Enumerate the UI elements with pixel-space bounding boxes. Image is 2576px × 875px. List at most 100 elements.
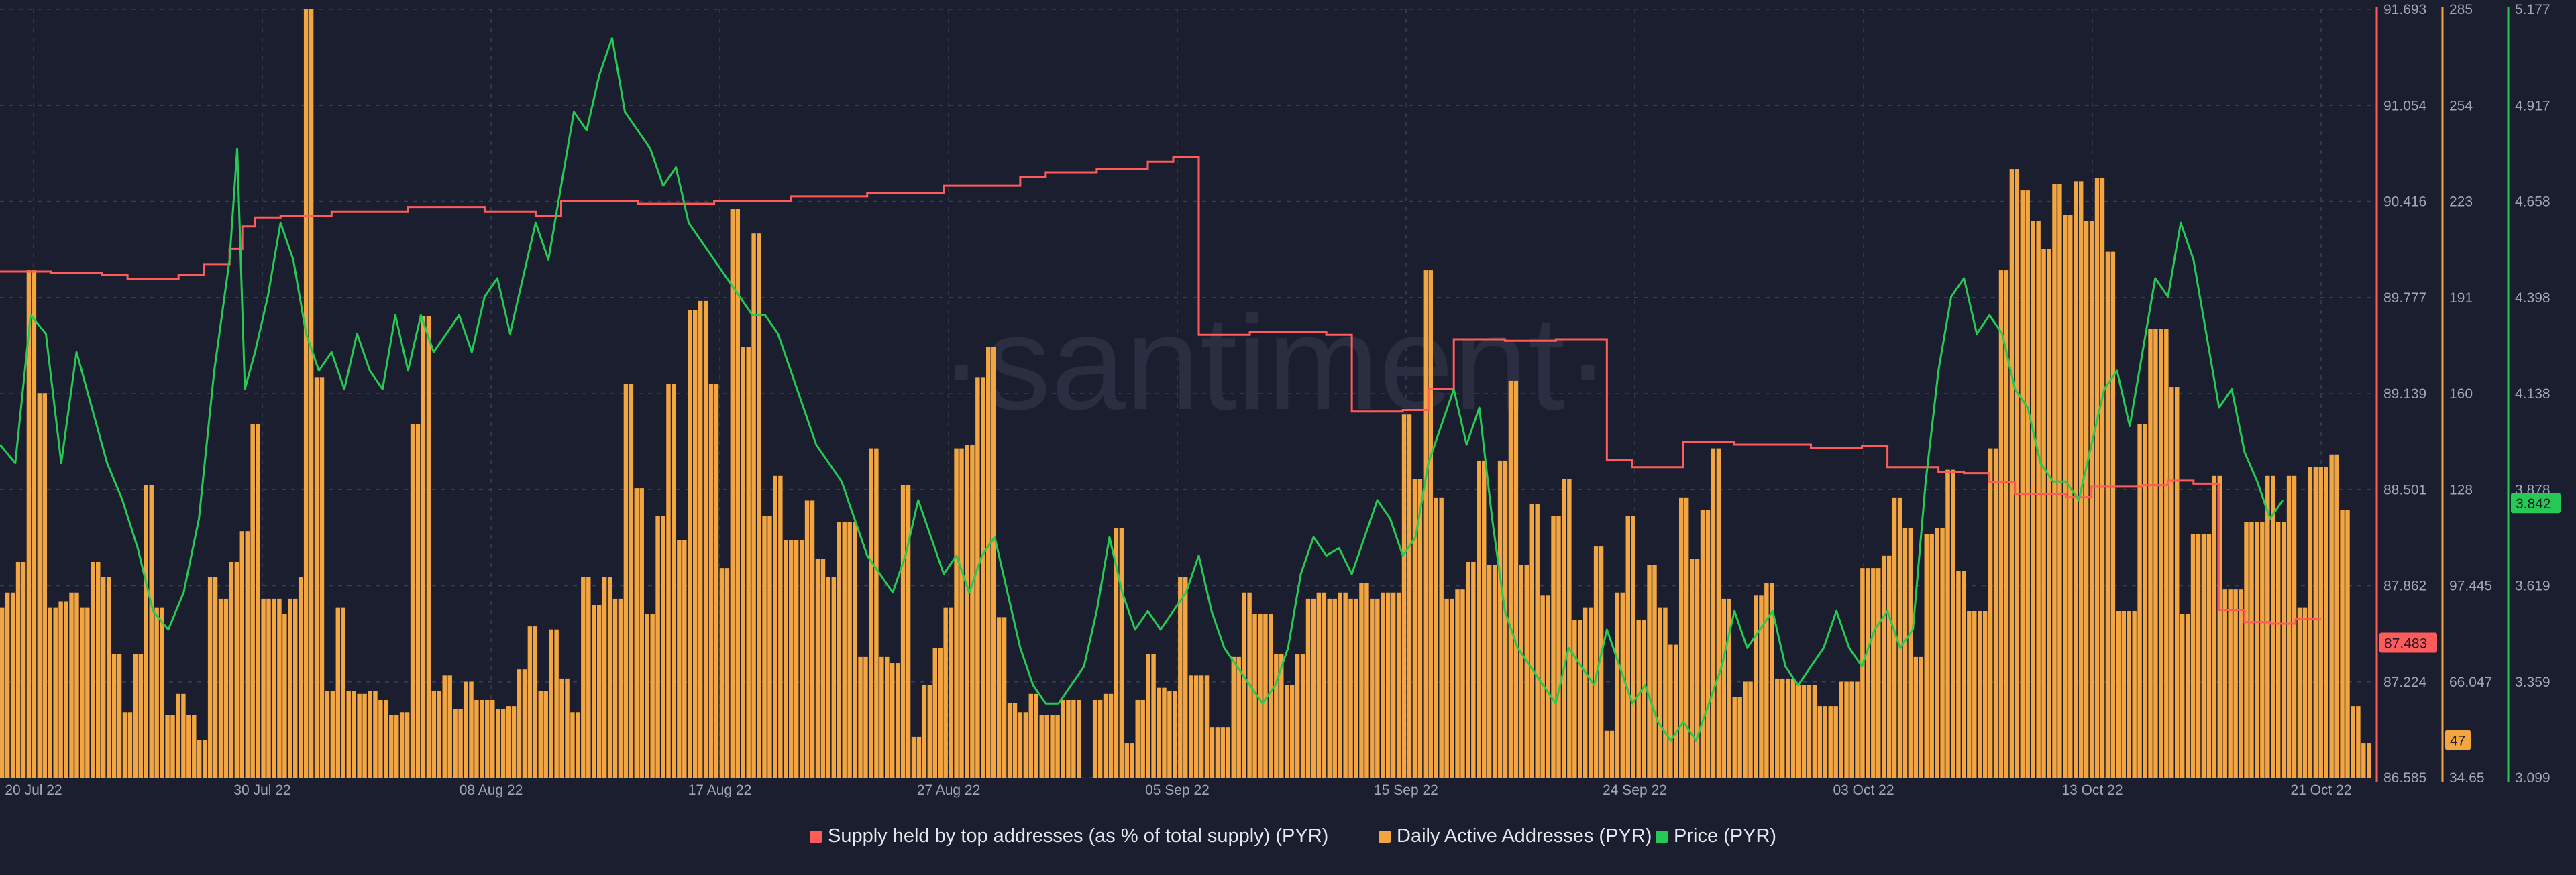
daa-bar — [2164, 329, 2169, 778]
daa-bar — [170, 715, 175, 778]
daa-bar — [1844, 681, 1849, 778]
daa-bar — [735, 209, 741, 778]
daa-bar — [1311, 598, 1316, 778]
daa-bar — [612, 598, 618, 778]
daa-bar — [1263, 614, 1268, 778]
daa-bar — [1700, 510, 1705, 778]
daa-bar — [1855, 681, 1860, 778]
daa-bar — [538, 691, 543, 778]
daa-bar — [1338, 592, 1342, 778]
daa-bar — [1471, 561, 1476, 778]
daa-bar — [1951, 469, 1955, 778]
daa-bar — [2206, 534, 2212, 778]
daa-bar — [1130, 743, 1135, 778]
daa-bar — [2292, 475, 2297, 778]
supply-tick-label: 91.693 — [2383, 2, 2426, 17]
daa-bar — [650, 614, 655, 778]
daa-bar — [2308, 467, 2313, 778]
daa-bar — [1220, 727, 1226, 778]
daa-bar — [1391, 592, 1396, 778]
daa-bar — [789, 540, 794, 778]
daa-bar — [160, 607, 164, 778]
daa-bar — [91, 561, 95, 778]
daa-bar — [1519, 565, 1524, 778]
daa-bar — [1269, 614, 1273, 778]
daa-bar — [2249, 522, 2254, 778]
daa-bar — [629, 384, 634, 778]
daa-bar — [607, 577, 612, 778]
daa-bar — [1487, 565, 1492, 778]
daa-bar — [815, 559, 820, 778]
x-tick-label: 13 Oct 22 — [2061, 782, 2123, 798]
daa-bar — [122, 712, 127, 778]
x-tick-label: 27 Aug 22 — [917, 782, 981, 798]
daa-bar — [1524, 565, 1529, 778]
daa-bar — [453, 709, 458, 778]
daa-bar — [2217, 475, 2222, 778]
daa-bar — [2190, 534, 2196, 778]
daa-bar — [2302, 607, 2308, 778]
daa-bar — [1839, 681, 1843, 778]
daa-bar — [1956, 571, 1961, 778]
daa-bar — [1108, 693, 1114, 778]
daa-bar — [692, 310, 698, 778]
daa-bar — [853, 522, 857, 778]
daa-bar — [37, 393, 42, 778]
daa-bar — [1929, 534, 1934, 778]
daa-tick-label: 191 — [2449, 290, 2473, 306]
daa-bar — [746, 347, 751, 778]
axes: 91.693 91.054 90.416 89.777 89.139 88.501 87.8… — [5, 2, 2561, 798]
daa-bar — [218, 598, 223, 778]
price-line-layer — [0, 37, 2284, 742]
daa-bar — [879, 656, 884, 778]
daa-bar — [2148, 329, 2153, 778]
daa-bar — [2121, 611, 2126, 778]
daa-bar — [495, 709, 500, 778]
daa-bar — [405, 712, 410, 778]
daa-bar — [1258, 614, 1263, 778]
daa-bar — [1988, 448, 1993, 778]
price-tick-label: 4.138 — [2515, 386, 2551, 402]
daa-bar — [1993, 448, 1998, 778]
daa-bar — [1407, 414, 1412, 778]
daa-bar — [474, 699, 479, 778]
daa-bar — [480, 699, 484, 778]
daa-bar — [645, 614, 649, 778]
daa-bar — [1135, 699, 1140, 778]
daa-bar — [1892, 497, 1897, 778]
daa-bar — [751, 233, 756, 778]
legend-swatch — [1379, 831, 1391, 843]
daa-bar — [1652, 565, 1657, 778]
daa-bar — [1711, 448, 1716, 778]
daa-bar — [820, 559, 826, 778]
daa-bar — [1913, 656, 1919, 778]
daa-bar — [1417, 479, 1423, 778]
daa-bar — [1716, 448, 1721, 778]
supply-line-layer — [0, 156, 2321, 625]
daa-bar — [2116, 611, 2121, 778]
price-tick-label: 3.099 — [2515, 770, 2551, 786]
daa-bar — [1599, 546, 1604, 778]
daa-bar — [1636, 620, 1641, 778]
daa-bar — [1188, 675, 1193, 778]
daa-bar — [69, 592, 74, 778]
daa-bar — [900, 485, 906, 778]
daa-bar — [2174, 387, 2180, 778]
daa-bar — [277, 598, 282, 778]
daa-bar — [1540, 595, 1545, 778]
daa-bar — [223, 598, 229, 778]
daa-bar — [2297, 607, 2302, 778]
daa-bar — [1754, 595, 1758, 778]
daa-bar — [1790, 678, 1796, 778]
daa-bar — [96, 561, 101, 778]
daa-bar — [1748, 681, 1753, 778]
daa-bar — [842, 522, 847, 778]
daa-bar — [1343, 592, 1348, 778]
daa-bar — [1684, 497, 1689, 778]
daa-bar — [549, 629, 553, 778]
daa-bar — [15, 561, 21, 778]
daa-bar — [1642, 620, 1646, 778]
daa-bar — [1477, 460, 1481, 778]
daa-bar — [426, 316, 431, 778]
daa-bar — [576, 712, 580, 778]
